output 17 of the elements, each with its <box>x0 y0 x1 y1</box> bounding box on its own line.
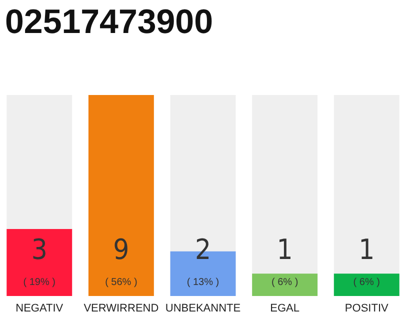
x-tick-label: NEGATIV <box>16 302 64 314</box>
annotation: ( 6% ) <box>271 277 298 288</box>
x-tick-label: EGAL <box>270 302 300 314</box>
bar <box>252 274 318 296</box>
x-tick-label: UNBEKANNTE <box>165 302 241 314</box>
data-label: 3 <box>31 233 48 266</box>
data-label: 9 <box>113 233 130 266</box>
data-label: 1 <box>276 233 293 266</box>
annotation: ( 13% ) <box>186 277 220 288</box>
bar <box>334 274 400 296</box>
annotation: ( 6% ) <box>353 277 380 288</box>
x-tick-label: POSITIV <box>344 302 389 314</box>
annotation: ( 56% ) <box>105 277 138 288</box>
data-label: 1 <box>358 233 375 266</box>
annotation: ( 19% ) <box>23 277 56 288</box>
x-tick-label: VERWIRREND <box>84 302 159 314</box>
chart-title: 02517473900 <box>5 3 214 41</box>
